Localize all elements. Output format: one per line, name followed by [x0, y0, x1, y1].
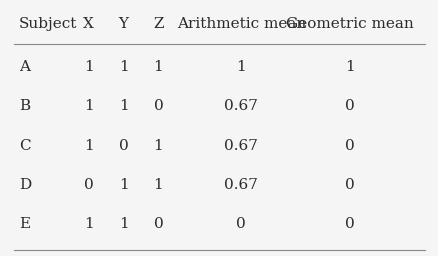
- Text: Geometric mean: Geometric mean: [286, 17, 413, 31]
- Text: 1: 1: [84, 139, 93, 153]
- Text: A: A: [19, 60, 30, 74]
- Text: 0: 0: [84, 178, 93, 192]
- Text: 0.67: 0.67: [224, 100, 258, 113]
- Text: E: E: [19, 217, 30, 231]
- Text: 0.67: 0.67: [224, 178, 258, 192]
- Text: X: X: [83, 17, 94, 31]
- Text: 0: 0: [118, 139, 128, 153]
- Text: 0: 0: [345, 100, 354, 113]
- Text: C: C: [19, 139, 30, 153]
- Text: D: D: [19, 178, 31, 192]
- Text: 1: 1: [153, 139, 163, 153]
- Text: Z: Z: [153, 17, 163, 31]
- Text: Y: Y: [118, 17, 128, 31]
- Text: 0: 0: [236, 217, 246, 231]
- Text: Subject: Subject: [19, 17, 77, 31]
- Text: 1: 1: [84, 60, 93, 74]
- Text: Arithmetic mean: Arithmetic mean: [176, 17, 305, 31]
- Text: 1: 1: [118, 60, 128, 74]
- Text: 1: 1: [84, 217, 93, 231]
- Text: 0: 0: [345, 217, 354, 231]
- Text: 1: 1: [345, 60, 354, 74]
- Text: 0.67: 0.67: [224, 139, 258, 153]
- Text: B: B: [19, 100, 30, 113]
- Text: 0: 0: [153, 100, 163, 113]
- Text: 1: 1: [118, 100, 128, 113]
- Text: 1: 1: [118, 217, 128, 231]
- Text: 1: 1: [153, 178, 163, 192]
- Text: 1: 1: [84, 100, 93, 113]
- Text: 0: 0: [345, 139, 354, 153]
- Text: 1: 1: [118, 178, 128, 192]
- Text: 0: 0: [345, 178, 354, 192]
- Text: 1: 1: [153, 60, 163, 74]
- Text: 0: 0: [153, 217, 163, 231]
- Text: 1: 1: [236, 60, 246, 74]
